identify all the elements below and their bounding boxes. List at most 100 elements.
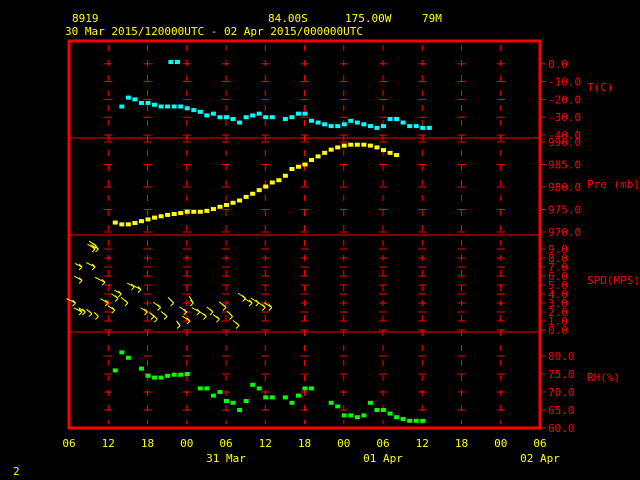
temperature-point <box>354 120 360 125</box>
pressure-point <box>250 191 256 196</box>
wind-barb <box>191 307 201 316</box>
pressure-point <box>256 188 262 193</box>
wind-barb <box>149 312 155 320</box>
humidity-point <box>374 408 380 412</box>
wind-barb <box>188 295 194 307</box>
y-tick-label: -10.0 <box>548 76 581 89</box>
x-tick-label: 18 <box>141 437 154 450</box>
pressure-point <box>210 207 216 212</box>
panel-name: Pre (mb) <box>587 178 640 191</box>
pressure-point <box>197 209 203 214</box>
temperature-point <box>263 115 269 120</box>
pressure-point <box>289 167 295 171</box>
pressure-point <box>282 173 288 178</box>
humidity-point <box>243 399 249 403</box>
wind-barb <box>152 301 161 311</box>
pressure-point <box>152 215 158 220</box>
humidity-point <box>210 393 216 398</box>
wind-barb <box>107 305 116 314</box>
temperature-point <box>243 115 249 120</box>
x-tick-label: 06 <box>533 437 546 450</box>
pressure-point <box>184 209 190 214</box>
temperature-point <box>145 100 151 105</box>
x-tick-label: 06 <box>376 437 389 450</box>
pressure-point <box>374 145 380 150</box>
longitude: 175.00W <box>345 12 392 25</box>
humidity-point <box>269 395 275 400</box>
latitude: 84.00S <box>268 12 308 25</box>
pressure-point <box>230 200 236 205</box>
humidity-point <box>263 395 269 400</box>
temperature-point <box>184 106 190 111</box>
pressure-point <box>158 214 164 219</box>
wind-barb <box>160 310 168 320</box>
pressure-point <box>348 142 354 147</box>
y-tick-label: 990.0 <box>548 136 581 149</box>
wind-barb <box>218 301 227 311</box>
humidity-point <box>413 418 419 423</box>
wind-barb <box>94 276 106 286</box>
time-period: 30 Mar 2015/120000UTC - 02 Apr 2015/0000… <box>65 25 363 38</box>
humidity-point <box>256 386 262 391</box>
temperature-point <box>420 125 426 130</box>
temperature-point <box>230 116 236 121</box>
humidity-point <box>394 415 400 420</box>
x-tick-label: 12 <box>259 437 272 450</box>
date-label: 31 Mar <box>206 452 246 465</box>
humidity-point <box>178 372 184 377</box>
x-tick-label: 06 <box>62 437 75 450</box>
y-tick-label: 1.0 <box>548 315 568 328</box>
pressure-point <box>341 143 347 148</box>
humidity-point <box>295 393 301 398</box>
elevation: 79M <box>422 12 442 25</box>
humidity-point <box>165 373 171 378</box>
pressure-point <box>243 194 249 199</box>
x-tick-label: 06 <box>219 437 232 450</box>
temperature-point <box>250 113 256 118</box>
pressure-point <box>361 142 367 147</box>
temperature-point <box>125 95 131 100</box>
temperature-point <box>171 104 177 109</box>
temperature-point <box>210 111 216 116</box>
humidity-point <box>302 386 308 391</box>
wind-barb <box>212 314 220 323</box>
wind-barb <box>111 293 119 302</box>
wind-barb <box>86 308 93 318</box>
wind-barb <box>226 310 233 320</box>
x-tick-label: 18 <box>298 437 311 450</box>
pressure-point <box>217 204 223 209</box>
panel-name: RH(%) <box>587 371 620 384</box>
y-tick-label: 0.0 <box>548 324 568 337</box>
humidity-point <box>407 418 413 423</box>
humidity-point <box>171 372 177 377</box>
temperature-point <box>138 100 144 105</box>
humidity-point <box>152 375 158 380</box>
y-tick-label: 7.0 <box>548 261 568 274</box>
pressure-point <box>112 220 118 225</box>
wind-barb <box>140 307 148 316</box>
temperature-point <box>322 122 328 127</box>
date-label: 02 Apr <box>520 452 560 465</box>
humidity-point <box>309 386 315 391</box>
wind-barb <box>257 301 266 311</box>
temperature-point <box>191 108 197 113</box>
wind-barb <box>250 297 260 307</box>
y-tick-label: 5.0 <box>548 279 568 292</box>
pressure-point <box>224 203 229 207</box>
temperature-point <box>400 120 406 125</box>
pressure-point <box>269 180 275 185</box>
wind-barb <box>167 296 175 307</box>
temperature-point <box>282 116 288 121</box>
wind-barb <box>238 292 246 302</box>
wind-barb <box>74 262 83 271</box>
humidity-point <box>335 404 341 409</box>
x-tick-label: 12 <box>416 437 429 450</box>
temperature-point <box>178 104 184 109</box>
temperature-point <box>217 115 223 120</box>
humidity-point <box>367 400 373 405</box>
x-tick-label: 00 <box>337 437 350 450</box>
pressure-point <box>138 219 144 224</box>
temperature-point <box>302 111 308 116</box>
y-tick-label: 3.0 <box>548 297 568 310</box>
